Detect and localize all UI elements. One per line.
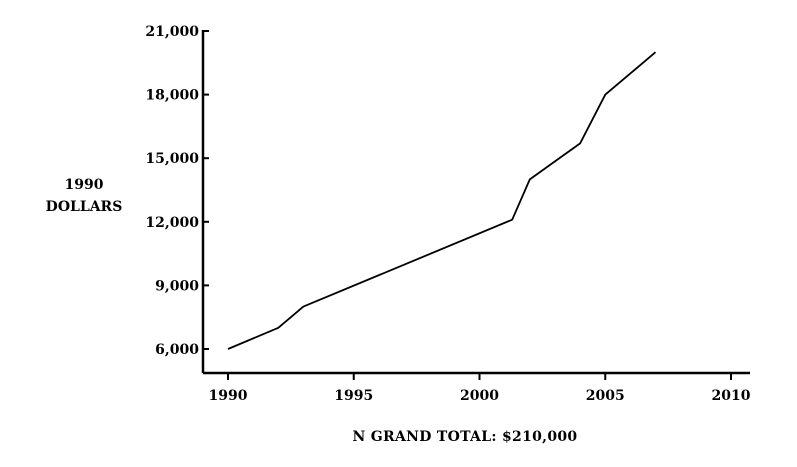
y-tick-label: 6,000 (155, 342, 199, 358)
y-axis-label-line-2: DOLLARS (45, 199, 123, 215)
x-tick-label: 2010 (712, 388, 751, 404)
y-tick-label: 18,000 (145, 88, 199, 104)
x-tick-label: 2000 (460, 388, 499, 404)
y-tick-label: 15,000 (145, 151, 199, 167)
x-tick-label: 1990 (209, 388, 248, 404)
grand-total-footer: N GRAND TOTAL: $210,000 (352, 429, 578, 445)
series-line (227, 51, 657, 350)
y-axis-label-line-1: 1990 (64, 177, 104, 193)
x-tick-label: 2005 (586, 388, 625, 404)
x-tick-label: 1995 (334, 388, 373, 404)
y-tick-label: 12,000 (145, 215, 199, 231)
y-axis-label: 1990 DOLLARS (44, 174, 124, 218)
y-tick-label: 21,000 (145, 24, 199, 40)
y-ticks: 6,000 9,000 12,000 15,000 18,000 21,000 (145, 24, 209, 358)
x-ticks: 1990 1995 2000 2005 2010 (209, 373, 751, 404)
y-tick-label: 9,000 (155, 278, 199, 294)
